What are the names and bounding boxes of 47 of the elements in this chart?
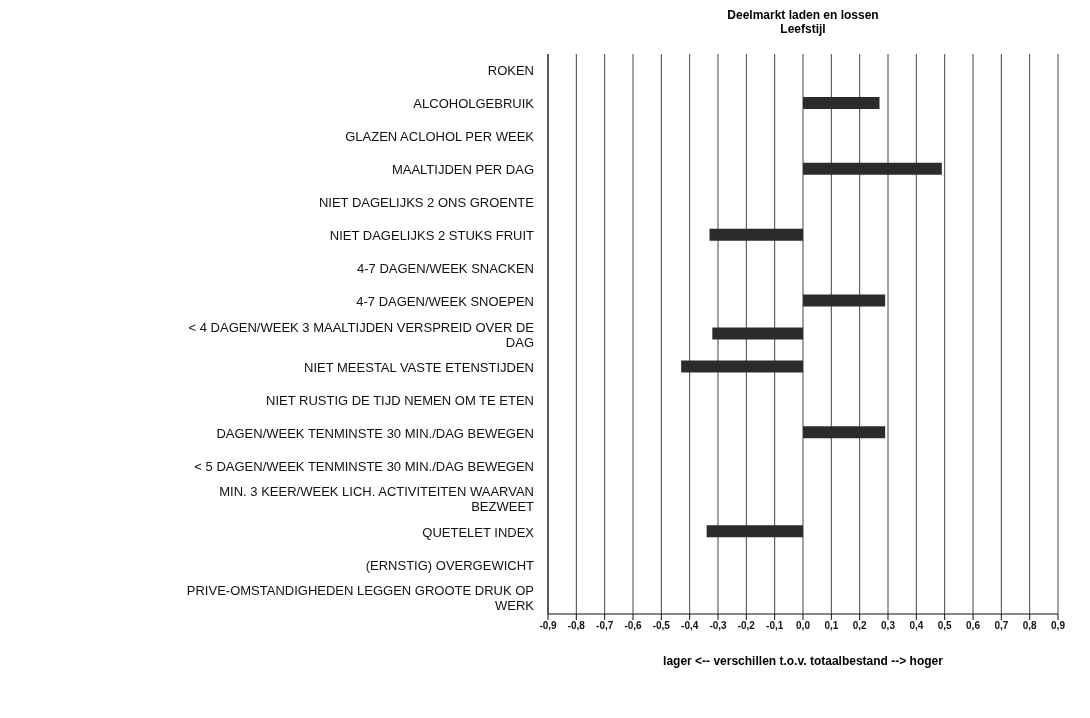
x-tick-label: 0,8	[1022, 620, 1038, 632]
y-tick-label: DAGEN/WEEK TENMINSTE 30 MIN./DAG BEWEGEN	[216, 425, 534, 441]
x-tick-label: 0,0	[796, 620, 811, 632]
bar	[803, 96, 880, 109]
bar	[709, 228, 803, 241]
x-tick-label: -0,9	[539, 620, 558, 632]
x-tick-label: -0,5	[652, 620, 671, 632]
bar	[712, 327, 803, 340]
x-tick-label: 0,2	[852, 620, 868, 632]
bar	[706, 525, 803, 538]
y-tick-label: 4-7 DAGEN/WEEK SNOEPEN	[356, 293, 534, 309]
chart-title: Deelmarkt laden en lossen	[726, 8, 880, 22]
x-axis-title: lager <-- verschillen t.o.v. totaalbestand --> hoger	[662, 654, 944, 668]
y-tick-label: (ERNSTIG) OVERGEWICHT	[365, 557, 535, 573]
y-tick-label: MIN. 3 KEER/WEEK LICH. ACTIVITEITEN WAARVAN BEZWEET	[219, 483, 535, 514]
y-tick-label: NIET DAGELIJKS 2 STUKS FRUIT	[329, 227, 535, 243]
x-tick-label: -0,2	[737, 620, 756, 632]
x-tick-label: -0,3	[709, 620, 728, 632]
x-tick-label: -0,1	[766, 620, 784, 632]
y-tick-label: NIET DAGELIJKS 2 ONS GROENTE	[318, 194, 535, 210]
x-tick-label: -0,6	[624, 620, 643, 632]
bar	[803, 294, 886, 307]
x-tick-label: 0,7	[994, 620, 1009, 632]
x-tick-label: -0,8	[567, 620, 586, 632]
x-tick-label: 0,5	[937, 620, 953, 632]
x-tick-label: 0,6	[966, 620, 981, 632]
y-tick-label: PRIVE-OMSTANDIGHEDEN LEGGEN GROOTE DRUK OP WERK	[186, 582, 535, 613]
x-tick-label: 0,1	[824, 620, 839, 632]
y-tick-label: MAALTIJDEN PER DAG	[391, 161, 534, 177]
x-tick-label: -0,4	[681, 620, 699, 632]
y-tick-label: GLAZEN ACLOHOL PER WEEK	[345, 128, 535, 144]
bar	[681, 360, 803, 373]
y-tick-label: ALCOHOLGEBRUIK	[413, 95, 535, 111]
y-tick-label: NIET RUSTIG DE TIJD NEMEN OM TE ETEN	[266, 392, 534, 408]
y-tick-label: QUETELET INDEX	[422, 524, 535, 540]
y-tick-label: ROKEN	[487, 62, 534, 78]
x-tick-label: 0,9	[1051, 620, 1066, 632]
y-tick-label: 4-7 DAGEN/WEEK SNACKEN	[357, 260, 534, 276]
bar	[803, 426, 886, 439]
x-tick-label: 0,4	[909, 620, 924, 632]
chart-subtitle: Leefstijl	[779, 22, 827, 36]
y-tick-label: < 5 DAGEN/WEEK TENMINSTE 30 MIN./DAG BEWEGEN	[194, 458, 534, 474]
bar	[803, 162, 942, 175]
y-tick-label: NIET MEESTAL VASTE ETENSTIJDEN	[304, 359, 534, 375]
x-tick-label: -0,7	[596, 620, 614, 632]
x-tick-label: 0,3	[881, 620, 896, 632]
y-tick-label: < 4 DAGEN/WEEK 3 MAALTIJDEN VERSPREID OVER DE DAG	[188, 319, 535, 349]
